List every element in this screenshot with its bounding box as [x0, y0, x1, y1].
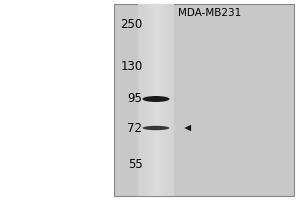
Bar — [163, 4, 165, 196]
Text: 250: 250 — [120, 19, 142, 31]
Bar — [161, 4, 163, 196]
Ellipse shape — [142, 96, 170, 102]
Text: 55: 55 — [128, 158, 142, 170]
Bar — [151, 4, 152, 196]
Bar — [138, 4, 174, 196]
Bar — [169, 4, 170, 196]
Bar — [140, 4, 142, 196]
Bar — [143, 4, 145, 196]
Text: MDA-MB231: MDA-MB231 — [178, 8, 242, 18]
Bar — [138, 4, 140, 196]
Bar — [147, 4, 149, 196]
Bar — [158, 4, 160, 196]
Text: 95: 95 — [128, 92, 142, 106]
Bar — [149, 4, 151, 196]
Ellipse shape — [142, 126, 170, 130]
Polygon shape — [184, 125, 191, 131]
Bar — [152, 4, 154, 196]
Bar — [145, 4, 147, 196]
Bar — [156, 4, 158, 196]
Bar — [114, 4, 294, 196]
Text: 130: 130 — [120, 60, 142, 73]
Bar — [154, 4, 156, 196]
Text: 72: 72 — [128, 122, 142, 136]
Bar — [170, 4, 172, 196]
Bar — [160, 4, 161, 196]
Bar — [165, 4, 167, 196]
Bar — [167, 4, 169, 196]
Bar — [172, 4, 174, 196]
Bar — [142, 4, 143, 196]
